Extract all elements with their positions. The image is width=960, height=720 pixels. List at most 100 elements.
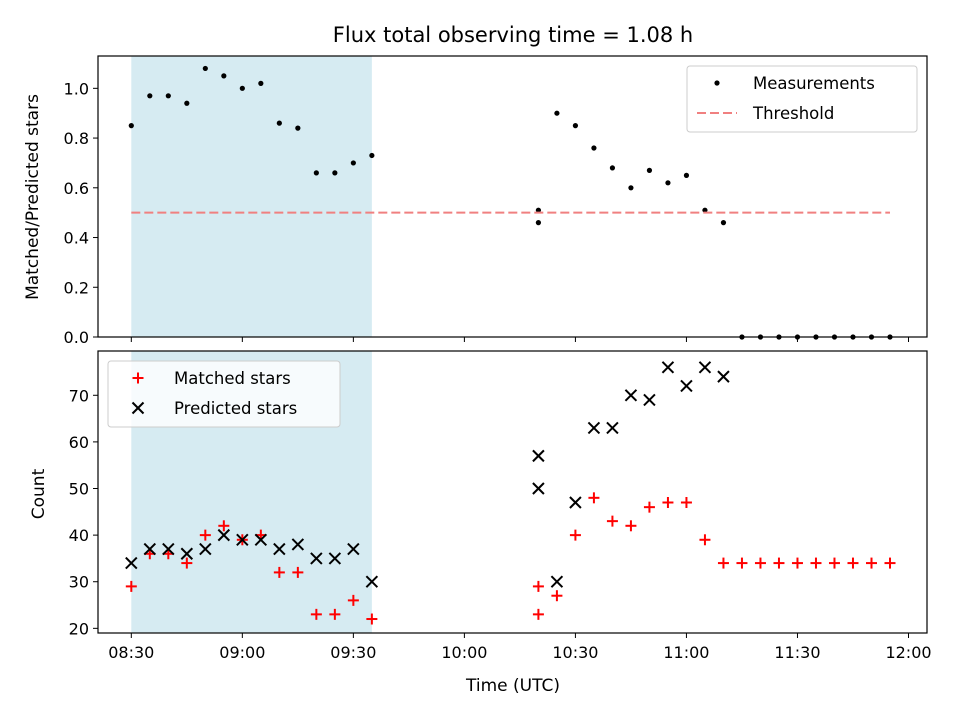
top-measurement-point bbox=[221, 73, 227, 79]
top-y-tick-label: 0.2 bbox=[64, 278, 89, 297]
bottom-matched-point bbox=[310, 608, 322, 620]
top-measurement-point bbox=[609, 165, 616, 171]
x-stroke bbox=[273, 542, 286, 556]
top-measurement-point bbox=[702, 207, 708, 213]
legend-entry-label: Measurements bbox=[753, 74, 875, 93]
bottom-predicted-point bbox=[532, 482, 545, 495]
bottom-matched-point bbox=[884, 557, 896, 569]
top-y-tick-label: 0.0 bbox=[64, 328, 89, 347]
bottom-matched-point bbox=[625, 520, 637, 532]
bottom-matched-point bbox=[551, 590, 563, 602]
legend-box bbox=[686, 65, 918, 133]
top-measurement-point bbox=[720, 220, 727, 226]
x-stroke bbox=[606, 421, 619, 435]
top-measurement-point bbox=[665, 180, 671, 186]
bottom-predicted-point bbox=[310, 552, 323, 565]
legend-entry-label: Threshold bbox=[752, 104, 834, 123]
bottom-matched-point bbox=[347, 594, 359, 606]
bottom-predicted-point bbox=[532, 449, 545, 463]
bottom-matched-point bbox=[847, 557, 859, 569]
x-stroke bbox=[569, 496, 582, 509]
bottom-matched-point bbox=[532, 580, 544, 592]
bottom-x-tick-label: 11:00 bbox=[663, 643, 709, 662]
top-y-tick-label: 0.8 bbox=[64, 129, 89, 148]
legend-matched-swatch bbox=[132, 372, 144, 384]
bottom-predicted-point bbox=[550, 575, 564, 588]
bottom-y-tick-label: 50 bbox=[69, 480, 89, 499]
x-stroke bbox=[661, 361, 675, 374]
top-legend: Measurements Threshold bbox=[686, 65, 918, 133]
bottom-x-tick-label: 12:00 bbox=[885, 643, 931, 662]
bottom-matched-point bbox=[754, 557, 766, 569]
bottom-predicted-point bbox=[680, 379, 693, 393]
bottom-axes-frame bbox=[97, 350, 928, 634]
legend-box bbox=[107, 360, 341, 428]
x-stroke bbox=[347, 542, 360, 556]
top-measurement-point bbox=[350, 160, 356, 166]
bottom-x-tick-label: 09:00 bbox=[219, 643, 265, 662]
bottom-matched-point bbox=[606, 515, 618, 527]
top-measurement-point bbox=[683, 172, 690, 178]
bottom-plot-area: 20 30 40 50 60 70 08:30 09:00 09:30 10:00 10:30 11:… bbox=[69, 350, 932, 662]
x-stroke bbox=[180, 547, 194, 560]
bottom-matched-point bbox=[828, 557, 840, 569]
x-stroke bbox=[698, 361, 712, 374]
top-measurement-point bbox=[628, 185, 634, 191]
bottom-matched-point bbox=[181, 557, 193, 569]
bottom-predicted-point bbox=[717, 370, 730, 383]
bottom-matched-point bbox=[736, 557, 748, 569]
legend-entry-label: Matched stars bbox=[174, 369, 291, 388]
x-stroke bbox=[643, 393, 656, 407]
x-stroke bbox=[717, 370, 730, 383]
top-measurement-point bbox=[202, 65, 208, 72]
top-measurement-point bbox=[369, 152, 375, 159]
bottom-y-tick-label: 20 bbox=[69, 619, 89, 638]
bottom-y-tick-label: 30 bbox=[69, 573, 89, 592]
bottom-predicted-point bbox=[328, 552, 342, 565]
x-stroke bbox=[131, 401, 145, 415]
top-measurement-point bbox=[591, 145, 597, 151]
bottom-predicted-point bbox=[143, 542, 157, 556]
top-shaded-interval bbox=[131, 56, 372, 337]
legend-entry-label: Predicted stars bbox=[174, 399, 297, 418]
top-measurement-point bbox=[295, 125, 301, 131]
bottom-predicted-point bbox=[217, 528, 231, 542]
bottom-predicted-point bbox=[291, 538, 305, 551]
top-y-axis-label: Matched/Predicted stars bbox=[23, 94, 43, 300]
bottom-matched-point bbox=[810, 557, 822, 569]
top-y-tick-label: 0.6 bbox=[64, 179, 89, 198]
top-measurement-point bbox=[276, 120, 282, 126]
x-stroke bbox=[532, 449, 545, 463]
top-measurement-point bbox=[535, 220, 542, 226]
bottom-predicted-point bbox=[273, 542, 286, 556]
bottom-matched-point bbox=[680, 496, 692, 508]
legend-measurement-swatch bbox=[714, 80, 720, 86]
x-stroke bbox=[680, 379, 693, 393]
x-stroke bbox=[291, 538, 305, 551]
bottom-matched-point bbox=[292, 566, 304, 578]
bottom-x-tick-label: 11:30 bbox=[774, 643, 820, 662]
bottom-matched-point bbox=[717, 557, 729, 569]
top-measurement-point bbox=[184, 100, 190, 106]
x-stroke bbox=[328, 552, 342, 565]
x-stroke bbox=[199, 542, 212, 556]
bottom-matched-point bbox=[699, 534, 711, 546]
x-stroke bbox=[365, 575, 379, 588]
top-measurement-point bbox=[646, 167, 653, 173]
bottom-x-tick-label: 10:00 bbox=[441, 643, 487, 662]
bottom-predicted-point bbox=[606, 421, 619, 435]
bottom-matched-point bbox=[643, 501, 655, 513]
x-stroke bbox=[125, 556, 138, 570]
bottom-x-tick-label: 10:30 bbox=[552, 643, 598, 662]
bottom-y-tick-label: 70 bbox=[69, 386, 89, 405]
bottom-matched-point bbox=[273, 566, 285, 578]
top-measurement-point bbox=[258, 80, 264, 86]
bottom-predicted-point bbox=[199, 542, 212, 556]
top-measurement-point bbox=[535, 207, 542, 213]
top-measurement-point bbox=[165, 93, 171, 99]
bottom-matched-point bbox=[532, 608, 544, 620]
x-stroke bbox=[532, 482, 545, 495]
bottom-matched-point bbox=[569, 529, 581, 541]
bottom-matched-point bbox=[329, 608, 341, 620]
top-plot-area: 0.0 0.2 0.4 0.6 0.8 1.0 Measurements Threshold bbox=[64, 55, 928, 347]
